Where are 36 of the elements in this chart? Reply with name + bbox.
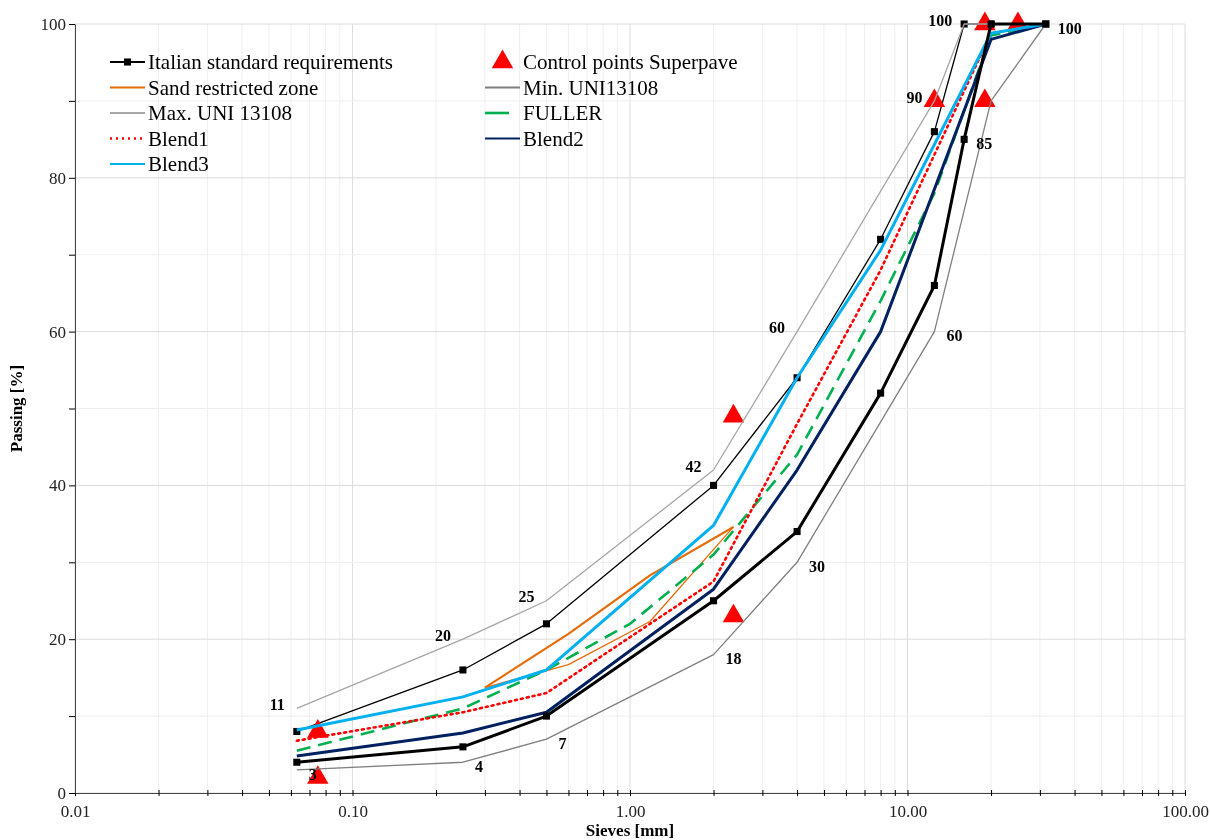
x-tick-label: 0.10 [338,802,368,822]
annotation: 100 [1057,19,1082,37]
legend-label: Italian standard requirements [148,50,393,75]
annotation: 60 [946,327,963,345]
annotation: 30 [809,557,826,575]
x-axis-title: Sieves [mm] [585,821,675,840]
legend-label: Blend2 [523,126,584,151]
annotation: 25 [518,588,535,606]
y-tick-label: 80 [49,168,66,188]
y-tick-label: 0 [57,783,66,803]
annotation: 7 [558,734,567,752]
y-tick-label: 20 [49,630,66,650]
legend-label: FULLER [523,101,603,126]
legend-label: Min. UNI13108 [523,75,659,100]
legend-label: Sand restricted zone [148,75,319,100]
x-tick-label: 1.00 [615,802,646,822]
y-tick-label: 100 [40,14,66,34]
annotation: 20 [434,626,451,644]
annotation: 90 [906,88,923,106]
x-tick-label: 10.00 [888,802,928,822]
y-axis-title: Passing [%] [7,364,26,453]
x-tick-label: 100.00 [1162,802,1209,822]
annotation: 60 [769,319,786,337]
y-tick-label: 40 [49,476,66,496]
x-tick-label: 0.01 [60,802,91,822]
legend-label: Blend1 [148,126,209,151]
annotation: 11 [269,696,285,714]
legend-label: Blend3 [148,152,209,177]
annotation: 42 [685,457,702,475]
annotation: 18 [725,650,742,668]
legend-label: Max. UNI 13108 [148,101,293,126]
legend-label: Control points Superpave [523,50,738,75]
y-tick-label: 60 [49,322,66,342]
annotation: 100 [928,11,953,29]
annotation: 4 [474,757,483,775]
annotation: 85 [976,134,993,152]
